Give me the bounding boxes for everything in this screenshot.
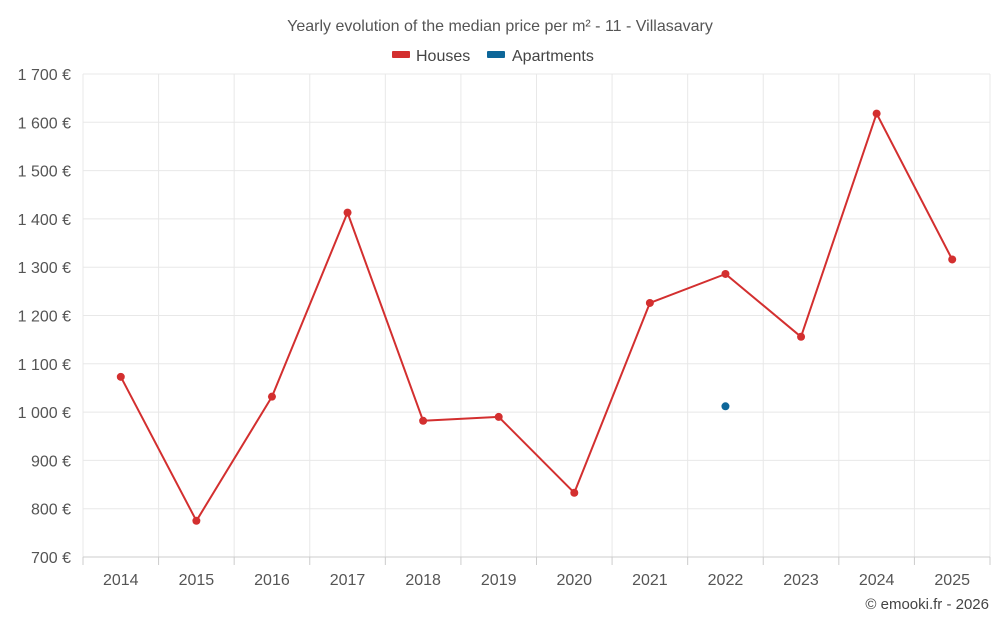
- x-tick-label: 2015: [179, 572, 215, 589]
- x-tick-label: 2020: [556, 572, 592, 589]
- y-tick-label: 1 500 €: [18, 164, 71, 181]
- data-point-houses-2024[interactable]: [872, 109, 881, 118]
- series-line-houses: [119, 112, 954, 522]
- x-tick-label: 2024: [859, 572, 895, 589]
- legend-label-houses: Houses: [416, 48, 470, 65]
- y-axis-ticks: 700 € 800 € 900 € 1 000 € 1 100 € 1 200 € 1 30…: [18, 67, 71, 567]
- legend: Houses Apartments: [392, 48, 594, 65]
- x-tick-label: 2019: [481, 572, 517, 589]
- x-tick-label: 2021: [632, 572, 668, 589]
- y-tick-label: 900 €: [31, 453, 71, 470]
- chart-title: Yearly evolution of the median price per…: [287, 18, 713, 35]
- x-axis-ticks: 2014 2015 2016 2017 2018 2019 2020 2021 2022 2023…: [103, 572, 970, 589]
- x-tick-label: 2014: [103, 572, 139, 589]
- x-tick-label: 2022: [708, 572, 744, 589]
- series-apartments: [721, 402, 730, 411]
- data-point-houses-2023[interactable]: [797, 332, 806, 341]
- data-point-houses-2018[interactable]: [419, 416, 428, 425]
- y-tick-label: 1 200 €: [18, 309, 71, 326]
- data-point-houses-2021[interactable]: [645, 298, 654, 307]
- data-point-houses-2025[interactable]: [948, 255, 957, 264]
- data-point-houses-2019[interactable]: [494, 412, 503, 421]
- y-tick-label: 1 600 €: [18, 115, 71, 132]
- x-tick-label: 2025: [934, 572, 970, 589]
- y-tick-label: 1 100 €: [18, 357, 71, 374]
- credit-text: © emooki.fr - 2026: [865, 596, 989, 613]
- legend-item-apartments[interactable]: Apartments: [487, 48, 594, 65]
- gridlines: [82, 73, 991, 565]
- legend-swatch-apartments: [487, 51, 505, 58]
- series-layer: [116, 109, 957, 525]
- y-tick-label: 1 000 €: [18, 405, 71, 422]
- legend-item-houses[interactable]: Houses: [392, 48, 470, 65]
- data-point-houses-2016[interactable]: [267, 392, 276, 401]
- x-tick-label: 2018: [405, 572, 441, 589]
- x-tick-label: 2017: [330, 572, 366, 589]
- y-tick-label: 800 €: [31, 502, 71, 519]
- x-tick-label: 2023: [783, 572, 819, 589]
- data-point-houses-2020[interactable]: [570, 488, 579, 497]
- y-tick-label: 1 700 €: [18, 67, 71, 84]
- series-houses: [116, 109, 957, 525]
- data-point-houses-2022[interactable]: [721, 269, 730, 278]
- y-tick-label: 1 400 €: [18, 212, 71, 229]
- data-point-apartments-2022[interactable]: [721, 402, 730, 411]
- legend-swatch-houses: [392, 51, 410, 58]
- legend-label-apartments: Apartments: [512, 48, 594, 65]
- data-point-houses-2015[interactable]: [192, 516, 201, 525]
- y-tick-label: 700 €: [31, 550, 71, 567]
- data-point-houses-2017[interactable]: [343, 208, 352, 217]
- y-tick-label: 1 300 €: [18, 260, 71, 277]
- x-tick-label: 2016: [254, 572, 290, 589]
- data-point-houses-2014[interactable]: [116, 372, 125, 381]
